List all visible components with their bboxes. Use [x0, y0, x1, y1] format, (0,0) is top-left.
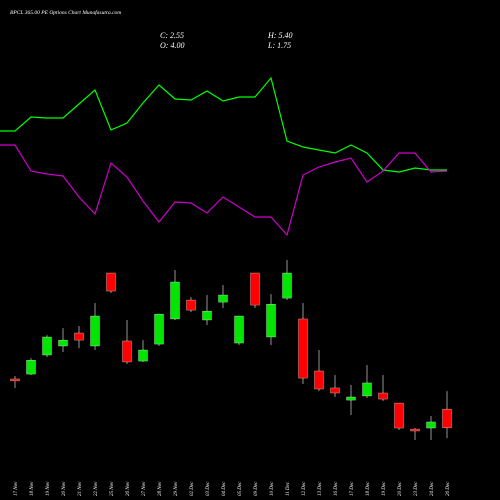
candle-body	[138, 349, 148, 362]
x-tick-label: 16 Dec	[334, 481, 339, 496]
x-tick-label: 12 Dec	[302, 481, 307, 496]
x-tick-label: 13 Dec	[318, 481, 323, 496]
candle-body	[250, 272, 260, 306]
candle-body	[298, 318, 308, 379]
price-line	[0, 144, 448, 237]
x-tick-label: 17 Nov	[14, 481, 19, 496]
x-tick-label: 21 Nov	[78, 481, 83, 496]
x-tick-label: 04 Dec	[222, 481, 227, 496]
candle-body	[10, 378, 20, 382]
candle-body	[58, 339, 68, 347]
chart-title: BPCL 365.00 PE Options Chart Munafasutra…	[10, 9, 121, 16]
candle-body	[74, 332, 84, 341]
x-tick-label: 09 Dec	[254, 481, 259, 496]
x-tick-label: 02 Dec	[190, 481, 195, 496]
candle-body	[90, 315, 100, 347]
candle-body	[314, 370, 324, 390]
candle-body	[218, 294, 228, 303]
x-tick-label: 25 Nov	[110, 481, 115, 496]
candle-body	[266, 304, 276, 338]
high-stat: H: 5.40	[267, 31, 292, 40]
x-tick-label: 24 Dec	[430, 481, 435, 496]
candle-body	[330, 387, 340, 394]
candle-body	[282, 272, 292, 299]
x-tick-label: 17 Dec	[350, 481, 355, 496]
low-stat: L: 1.75	[267, 41, 291, 50]
candle-body	[362, 382, 372, 397]
price-line	[0, 76, 447, 173]
candle-body	[170, 281, 180, 320]
candle-body	[234, 315, 244, 344]
candle-body	[186, 299, 196, 311]
candle-body	[410, 428, 420, 432]
x-tick-label: 19 Dec	[382, 481, 387, 496]
x-tick-label: 03 Dec	[206, 481, 211, 496]
candle-body	[346, 396, 356, 401]
candle-body	[122, 340, 132, 363]
candle-body	[106, 272, 116, 292]
x-tick-label: 19 Nov	[46, 481, 51, 496]
candle-body	[426, 421, 436, 429]
candle-body	[154, 313, 164, 345]
x-tick-label: 27 Nov	[142, 481, 147, 496]
x-tick-label: 26 Dec	[446, 481, 451, 496]
x-tick-label: 26 Nov	[126, 481, 131, 496]
x-tick-label: 10 Dec	[270, 481, 275, 496]
x-tick-label: 18 Dec	[366, 481, 371, 496]
x-tick-label: 23 Dec	[414, 481, 419, 496]
open-stat: O: 4.00	[160, 41, 184, 50]
candle-body	[42, 336, 52, 356]
candle-body	[442, 408, 452, 428]
candle-body	[26, 360, 36, 375]
x-tick-label: 28 Nov	[158, 481, 163, 496]
candle-body	[378, 392, 388, 400]
x-tick-label: 20 Dec	[398, 481, 403, 496]
candle-body	[202, 310, 212, 321]
candle-body	[394, 402, 404, 429]
x-tick-label: 11 Dec	[286, 481, 291, 496]
x-tick-label: 22 Nov	[94, 481, 99, 496]
x-tick-label: 29 Nov	[174, 481, 179, 496]
x-tick-label: 20 Nov	[62, 481, 67, 496]
close-stat: C: 2.55	[160, 31, 184, 40]
x-tick-label: 05 Dec	[238, 481, 243, 496]
x-tick-label: 18 Nov	[30, 481, 35, 496]
